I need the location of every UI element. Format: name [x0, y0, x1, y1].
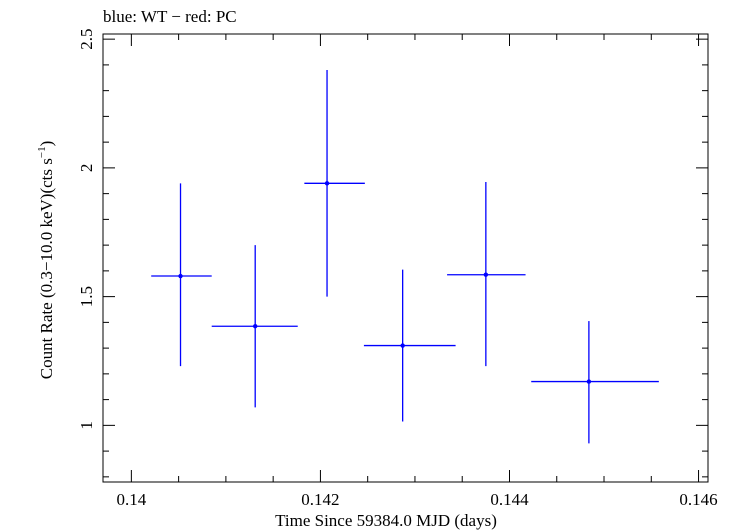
x-tick-label: 0.144	[490, 490, 529, 509]
y-tick-label: 2	[77, 164, 96, 173]
axis-ticks	[103, 34, 708, 482]
data-point-marker	[252, 324, 258, 329]
data-point	[304, 70, 365, 297]
data-point-marker	[324, 181, 330, 186]
chart-title: blue: WT − red: PC	[103, 7, 237, 26]
x-tick-label: 0.146	[679, 490, 717, 509]
y-tick-label: 1.5	[77, 286, 96, 307]
data-point	[447, 182, 526, 367]
y-axis-label-main: Count Rate (0.3−10.0 keV)(cts s	[37, 158, 56, 379]
y-tick-label: 2.5	[77, 29, 96, 50]
data-point-marker	[586, 379, 592, 384]
data-point	[151, 183, 212, 367]
data-point	[363, 269, 456, 422]
y-axis-label-end: )	[37, 141, 56, 147]
x-tick-label: 0.14	[116, 490, 146, 509]
data-point	[531, 321, 659, 444]
axis-tick-labels: 0.14 0.142 0.144 0.146 1 1.5 2 2.5	[77, 29, 718, 509]
x-axis-label: Time Since 59384.0 MJD (days)	[275, 511, 497, 530]
data-point-marker	[400, 343, 405, 348]
plot-frame	[102, 33, 709, 483]
data-point-marker	[178, 273, 183, 279]
x-tick-label: 0.142	[301, 490, 339, 509]
y-axis-label-superscript: −1	[36, 146, 48, 158]
data-marks	[151, 70, 659, 444]
y-tick-label: 1	[77, 421, 96, 430]
data-point-marker	[483, 272, 489, 277]
y-axis-label: Count Rate (0.3−10.0 keV)(cts s−1)	[36, 141, 56, 380]
data-point	[211, 245, 298, 408]
